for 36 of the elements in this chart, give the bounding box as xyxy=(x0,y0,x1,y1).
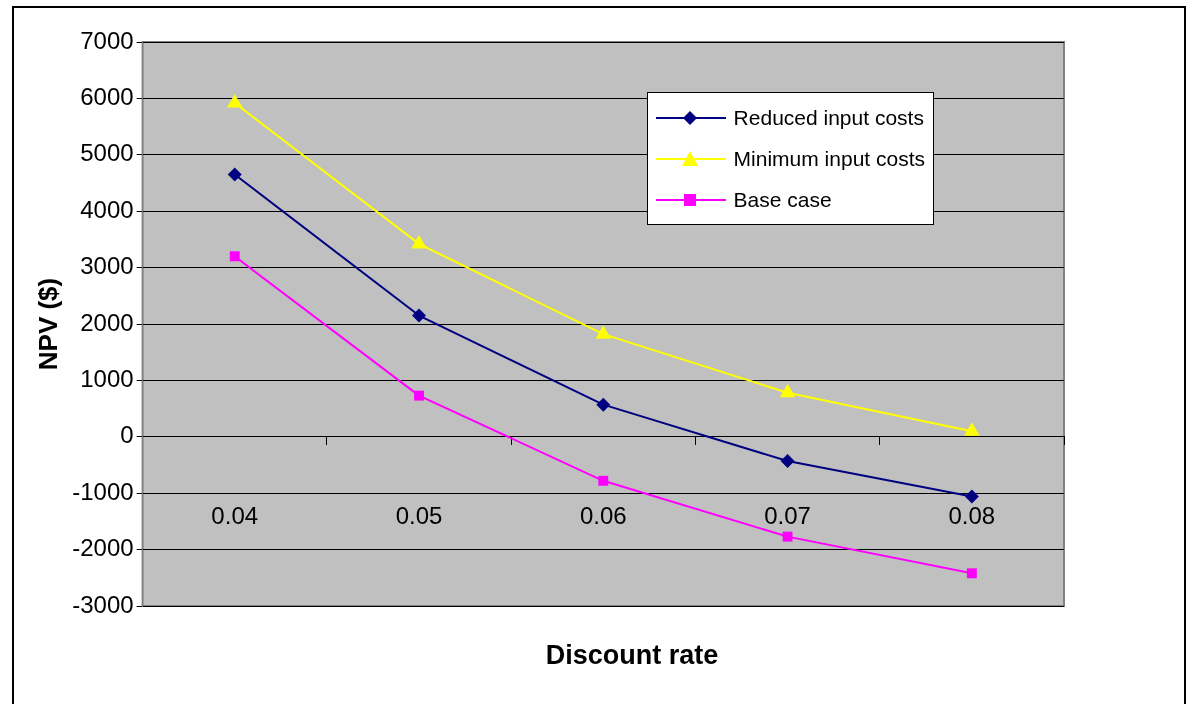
legend-label: Reduced input costs xyxy=(733,105,924,130)
x-tick-label: 0.05 xyxy=(395,501,443,529)
y-tick-label: 7000 xyxy=(80,26,134,54)
point xyxy=(779,383,796,398)
point xyxy=(596,397,611,412)
point xyxy=(964,422,980,436)
point xyxy=(964,489,979,504)
y-tick-label: -2000 xyxy=(72,534,134,562)
y-tick-label: -3000 xyxy=(72,590,134,618)
x-axis-title: Discount rate xyxy=(544,640,720,671)
point xyxy=(966,568,977,579)
y-tick-label: 3000 xyxy=(80,252,134,280)
legend-label: Minimum input costs xyxy=(733,146,925,171)
point xyxy=(595,325,612,339)
point xyxy=(411,234,427,249)
x-tick-label: 0.06 xyxy=(579,501,627,529)
y-tick-label: 4000 xyxy=(80,195,134,223)
legend-label: Base case xyxy=(733,187,832,212)
x-tick-label: 0.08 xyxy=(948,501,996,529)
point xyxy=(598,475,609,486)
point xyxy=(227,167,242,182)
y-axis-title: NPV ($) xyxy=(32,277,63,371)
y-tick-label: 2000 xyxy=(80,308,134,336)
point xyxy=(782,531,793,542)
y-tick-label: 6000 xyxy=(80,83,134,111)
point xyxy=(780,454,795,469)
x-tick-label: 0.07 xyxy=(764,501,811,529)
y-tick-label: 5000 xyxy=(80,139,134,167)
point xyxy=(412,308,427,323)
y-tick-label: -1000 xyxy=(72,477,134,505)
y-tick-label: 1000 xyxy=(80,365,134,393)
point xyxy=(226,93,243,108)
point xyxy=(414,390,424,401)
point xyxy=(229,251,240,262)
y-tick-label: 0 xyxy=(120,421,134,449)
x-tick-label: 0.04 xyxy=(211,501,259,529)
